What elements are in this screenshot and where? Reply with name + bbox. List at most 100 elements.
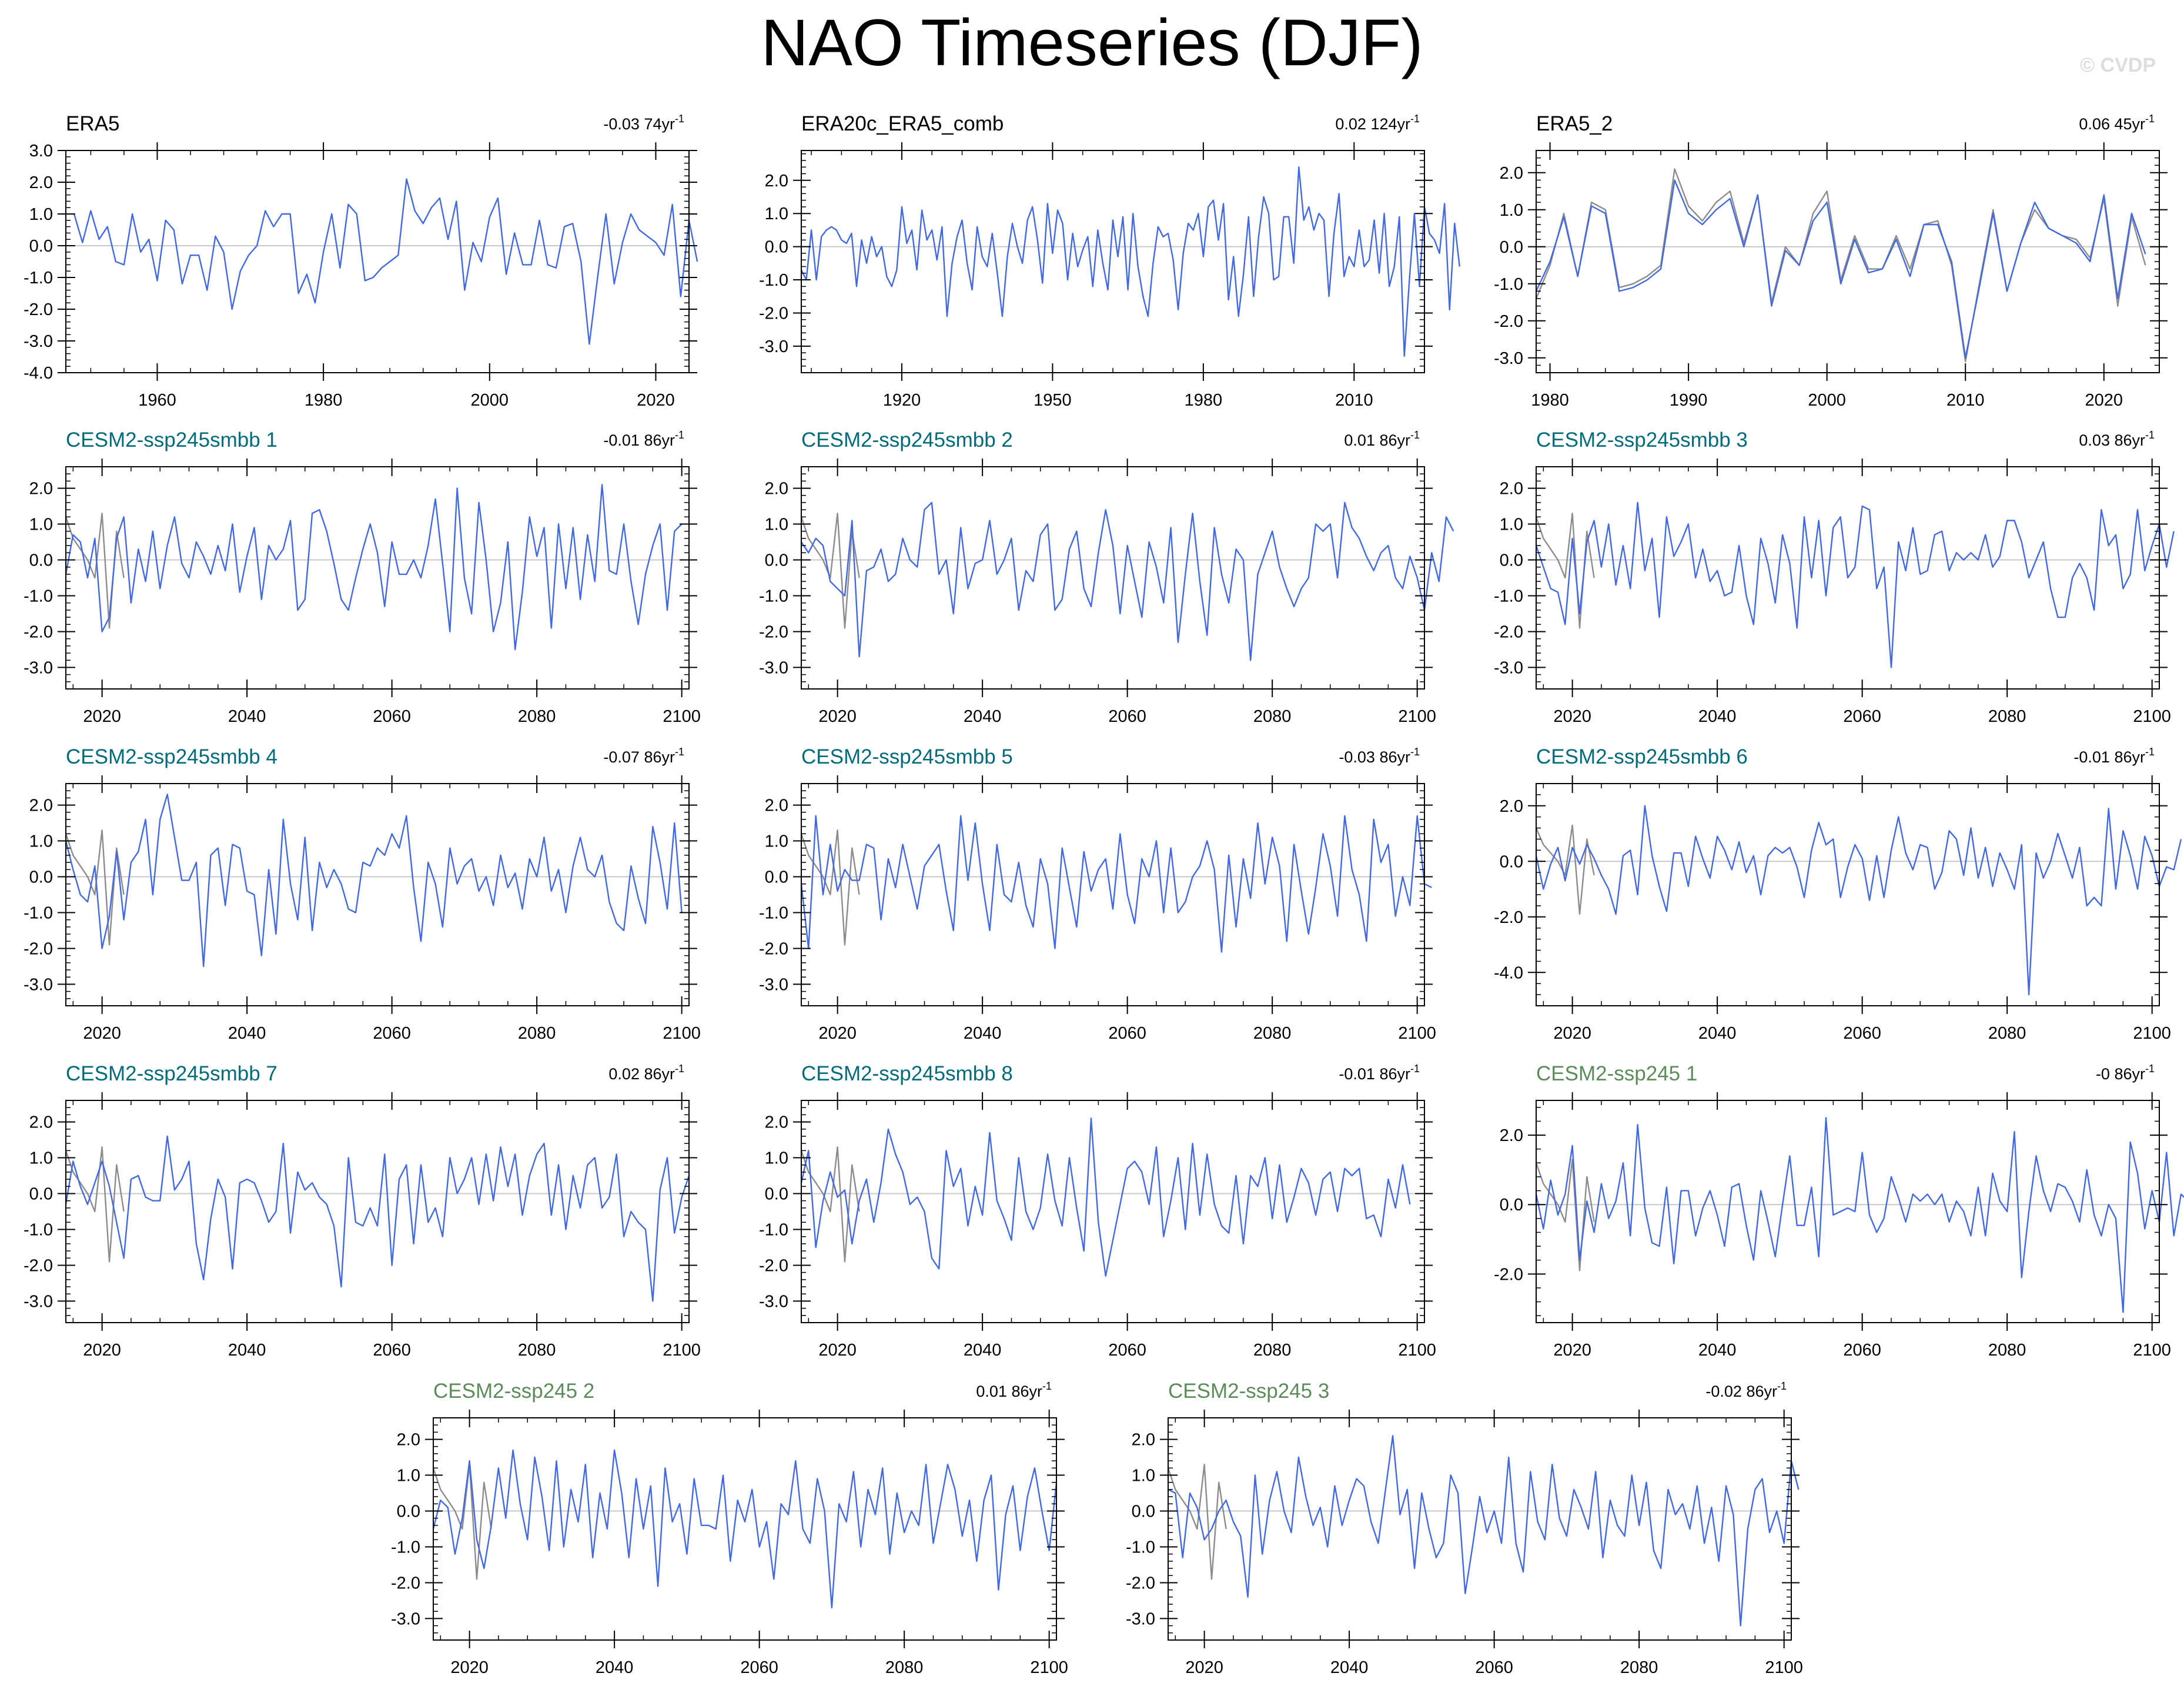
x-tick-label: 2080 [1988, 1341, 2026, 1360]
y-tick-label: 1.0 [29, 1149, 53, 1168]
x-tick-label: 2100 [2133, 1341, 2171, 1360]
x-tick-label: 2060 [1843, 707, 1881, 726]
figure-title: NAO Timeseries (DJF) [761, 6, 1423, 79]
x-tick-label: 2080 [518, 1341, 556, 1360]
trend-label: -0 86yr-1 [2096, 1063, 2155, 1083]
y-tick-label: -2.0 [1494, 1265, 1523, 1284]
series-line [800, 166, 1460, 357]
trend-label: -0.01 86yr-1 [1339, 1063, 1420, 1083]
reference-series-line [65, 1146, 125, 1263]
trend-label: -0.02 86yr-1 [1705, 1380, 1787, 1400]
x-tick-label: 2020 [818, 707, 857, 726]
panel-5: 2.0 1.0 0.0 -1.0 -2.0 -3.0 2020 2040 2060 2080 210… [759, 429, 1454, 726]
x-tick-label: 2020 [1185, 1658, 1223, 1677]
y-tick-label: -3.0 [1126, 1609, 1155, 1628]
panel-title: CESM2-ssp245smbb 5 [801, 745, 1013, 768]
x-tick-label: 2080 [1253, 707, 1292, 726]
plot-frame [801, 1100, 1425, 1323]
reference-series-line [432, 1464, 492, 1580]
series-line [73, 178, 698, 345]
plot-frame [65, 783, 690, 1006]
x-tick-label: 2020 [1553, 707, 1591, 726]
y-tick-label: -2.0 [24, 623, 53, 641]
x-tick-label: 2080 [518, 1024, 556, 1043]
x-tick-label: 2100 [1765, 1658, 1803, 1677]
x-tick-label: 2010 [1946, 391, 1985, 410]
y-tick-label: -3.0 [24, 975, 53, 994]
x-tick-label: 2080 [1988, 707, 2026, 726]
y-tick-label: -3.0 [759, 975, 788, 994]
panel-8: 2.0 1.0 0.0 -1.0 -2.0 -3.0 2020 2040 2060 2080 210… [759, 745, 1436, 1043]
trend-unit-superscript: -1 [1410, 1063, 1420, 1075]
trend-unit-superscript: -1 [675, 1063, 684, 1075]
y-tick-label: 2.0 [1500, 797, 1523, 816]
panel-1: 3.0 2.0 1.0 0.0 -1.0 -2.0 -3.0 -4.0 1960 1980 2000… [24, 112, 698, 410]
y-tick-label: 2.0 [765, 797, 788, 815]
y-tick-label: -2.0 [1494, 908, 1523, 927]
y-tick-label: -3.0 [759, 337, 788, 356]
panel-title: CESM2-ssp245 1 [1536, 1062, 1697, 1085]
x-tick-label: 2020 [83, 1024, 121, 1043]
x-tick-label: 2100 [1398, 1024, 1436, 1043]
panel-11: 2.0 1.0 0.0 -1.0 -2.0 -3.0 2020 2040 2060 2080 210… [759, 1062, 1436, 1360]
panel-title: CESM2-ssp245smbb 4 [66, 745, 277, 768]
panel-14: 2.0 1.0 0.0 -1.0 -2.0 -3.0 2020 2040 2060 2080 210… [1126, 1380, 1803, 1677]
panel-3: 2.0 1.0 0.0 -1.0 -2.0 -3.0 1980 1990 2000 2010 202… [1494, 112, 2168, 410]
trend-value: -0.03 74yr [603, 115, 675, 133]
plot-frame [65, 150, 690, 373]
x-tick-label: 2100 [2133, 707, 2171, 726]
trend-label: 0.01 86yr-1 [976, 1380, 1052, 1400]
y-tick-label: 1.0 [29, 205, 53, 224]
x-tick-label: 2060 [1843, 1341, 1881, 1360]
trend-value: -0.01 86yr [1339, 1065, 1410, 1083]
panel-2: 2.0 1.0 0.0 -1.0 -2.0 -3.0 1920 1950 1980 2010 ERA… [759, 112, 1460, 410]
y-tick-label: -2.0 [391, 1574, 420, 1592]
plot-frame [1536, 466, 2160, 690]
y-tick-label: -3.0 [759, 1292, 788, 1311]
panel-title: CESM2-ssp245smbb 2 [801, 429, 1013, 451]
trend-unit-superscript: -1 [675, 429, 684, 441]
panel-12: 2.0 0.0 -2.0 2020 2040 2060 2080 2100 CESM2-ssp2… [1494, 1062, 2184, 1360]
y-tick-label: -3.0 [1494, 349, 1523, 368]
series-line [65, 484, 683, 651]
x-tick-label: 2060 [1108, 1024, 1146, 1043]
y-tick-label: 0.0 [29, 551, 53, 570]
plot-frame [801, 783, 1425, 1006]
y-tick-label: 0.0 [1500, 551, 1523, 570]
x-tick-label: 2100 [663, 1024, 701, 1043]
trend-unit-superscript: -1 [2145, 429, 2155, 441]
trend-unit-superscript: -1 [1777, 1380, 1787, 1392]
x-tick-label: 1990 [1670, 391, 1708, 410]
plot-frame [801, 150, 1425, 373]
y-tick-label: -3.0 [391, 1609, 420, 1628]
y-tick-label: 2.0 [1500, 480, 1523, 498]
x-tick-label: 2100 [663, 1341, 701, 1360]
y-tick-label: 2.0 [29, 797, 53, 815]
x-tick-label: 2040 [964, 1024, 1002, 1043]
x-tick-label: 2020 [637, 391, 675, 410]
x-tick-label: 2040 [596, 1658, 634, 1677]
y-tick-label: 1.0 [765, 205, 788, 223]
trend-unit-superscript: -1 [2145, 1063, 2155, 1075]
y-tick-label: -2.0 [759, 1256, 788, 1275]
trend-label: 0.03 86yr-1 [2079, 429, 2155, 449]
y-tick-label: 1.0 [1132, 1467, 1155, 1485]
reference-series-line [65, 513, 125, 629]
y-tick-label: -3.0 [24, 1292, 53, 1311]
series-line [1535, 1117, 2184, 1313]
x-tick-label: 2060 [740, 1658, 778, 1677]
series-line [1168, 1435, 1800, 1627]
x-tick-label: 2040 [228, 1341, 266, 1360]
reference-series-line [1167, 1464, 1227, 1580]
x-tick-label: 2020 [818, 1024, 857, 1043]
series-line [801, 501, 1454, 661]
y-tick-label: 1.0 [765, 1149, 788, 1168]
cvdp-watermark: © CVDP [2080, 54, 2156, 76]
y-tick-label: 0.0 [1500, 238, 1523, 257]
y-tick-label: 0.0 [29, 237, 53, 256]
x-tick-label: 2080 [518, 707, 556, 726]
trend-value: -0 86yr [2096, 1065, 2145, 1083]
plot-frame [1536, 1100, 2160, 1323]
series-line [65, 1135, 690, 1302]
y-tick-label: -2.0 [24, 300, 53, 319]
